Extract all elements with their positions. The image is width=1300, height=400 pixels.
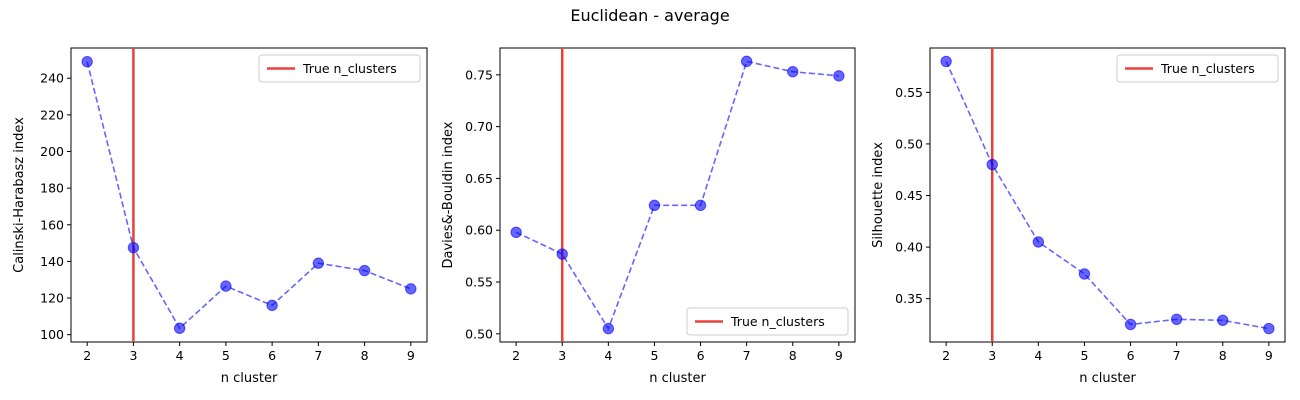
x-tick-label: 6 <box>1127 348 1135 363</box>
y-tick-label: 160 <box>40 217 64 232</box>
y-tick-label: 180 <box>40 181 64 196</box>
x-tick-label: 3 <box>558 348 566 363</box>
x-tick-label: 5 <box>222 348 230 363</box>
y-tick-label: 0.45 <box>895 188 923 203</box>
y-axis-label: Calinski-Harabasz index <box>12 117 27 273</box>
data-point <box>510 226 522 238</box>
data-point <box>740 55 753 68</box>
x-tick-label: 7 <box>314 348 322 363</box>
data-point <box>694 199 707 212</box>
data-point <box>1124 318 1137 331</box>
legend: True n_clusters <box>1116 54 1279 83</box>
data-point <box>1263 322 1275 335</box>
y-tick-label: 0.40 <box>895 240 923 255</box>
y-tick-label: 220 <box>40 107 64 122</box>
legend-label: True n_clusters <box>302 61 397 76</box>
x-tick-label: 6 <box>268 348 276 363</box>
x-tick-label: 3 <box>129 348 137 363</box>
x-tick-label: 7 <box>743 348 751 363</box>
legend-box <box>686 307 849 336</box>
data-point <box>266 299 278 312</box>
x-tick-label: 4 <box>1034 348 1042 363</box>
data-point <box>81 56 93 68</box>
data-point <box>602 322 615 335</box>
x-tick-label: 2 <box>512 348 520 363</box>
y-tick-label: 0.50 <box>465 326 493 341</box>
x-tick-label: 9 <box>835 348 843 363</box>
plot-frame <box>929 47 1286 343</box>
legend-box <box>1116 54 1279 83</box>
x-tick-label: 4 <box>604 348 612 363</box>
x-tick-label: 5 <box>650 348 658 363</box>
data-point <box>358 264 371 277</box>
x-tick-label: 8 <box>1219 348 1227 363</box>
x-tick-label: 5 <box>1080 348 1088 363</box>
y-tick-label: 100 <box>40 327 64 342</box>
y-axis-label: Davies&-Bouldin index <box>441 121 456 268</box>
legend-label: True n_clusters <box>730 314 825 329</box>
data-point <box>173 322 186 334</box>
x-tick-label: 6 <box>697 348 705 363</box>
legend: True n_clusters <box>686 307 849 336</box>
y-tick-label: 0.55 <box>895 85 923 100</box>
data-point <box>986 158 998 171</box>
y-tick-label: 140 <box>40 254 64 269</box>
data-point <box>940 55 952 68</box>
y-tick-label: 0.70 <box>465 119 493 134</box>
plot-frame <box>70 47 428 343</box>
figure-title: Euclidean - average <box>570 6 730 25</box>
y-tick-label: 0.65 <box>465 171 493 186</box>
x-axis-label: n cluster <box>221 371 278 386</box>
series-line <box>945 61 1270 330</box>
data-point <box>648 199 661 212</box>
data-point <box>1032 236 1045 248</box>
data-point <box>556 248 568 260</box>
plot-frame <box>499 47 856 343</box>
legend-box <box>258 54 421 83</box>
y-tick-label: 240 <box>40 71 64 86</box>
series-line <box>515 60 839 331</box>
x-axis-label: n cluster <box>1079 371 1136 386</box>
data-point <box>833 70 845 82</box>
x-tick-label: 7 <box>1173 348 1181 363</box>
x-tick-label: 2 <box>83 348 91 363</box>
data-point <box>127 241 140 254</box>
y-axis-label: Silhouette index <box>871 142 886 248</box>
x-tick-label: 4 <box>176 348 184 363</box>
x-tick-label: 9 <box>407 348 415 363</box>
x-tick-label: 3 <box>988 348 996 363</box>
data-point <box>1078 268 1091 280</box>
data-point <box>220 280 232 292</box>
data-point <box>1170 313 1183 326</box>
data-point <box>787 66 799 78</box>
x-tick-label: 8 <box>789 348 797 363</box>
x-tick-label: 8 <box>361 348 369 363</box>
y-tick-label: 200 <box>40 144 64 159</box>
y-tick-label: 0.35 <box>895 291 923 306</box>
legend-label: True n_clusters <box>1160 61 1255 76</box>
data-point <box>405 283 417 295</box>
legend: True n_clusters <box>258 54 421 83</box>
x-tick-label: 2 <box>942 348 950 363</box>
y-tick-label: 120 <box>40 291 64 306</box>
data-point <box>312 257 325 269</box>
x-tick-label: 9 <box>1265 348 1273 363</box>
data-point <box>1217 314 1229 327</box>
y-tick-label: 0.60 <box>465 223 493 238</box>
y-tick-label: 0.50 <box>895 136 923 151</box>
series-line <box>86 61 412 330</box>
x-axis-label: n cluster <box>649 371 706 386</box>
y-tick-label: 0.75 <box>465 67 493 82</box>
y-tick-label: 0.55 <box>465 275 493 290</box>
